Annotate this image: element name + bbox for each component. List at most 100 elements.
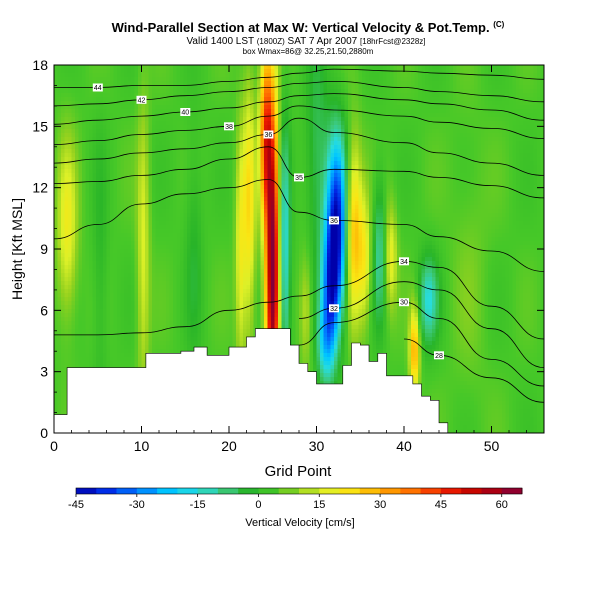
heat-cell	[57, 289, 62, 294]
heat-cell	[92, 129, 97, 134]
heat-cell	[134, 145, 139, 150]
heat-cell	[166, 201, 171, 206]
heat-cell	[169, 193, 174, 198]
heat-cell	[222, 177, 227, 182]
heat-cell	[215, 161, 220, 166]
heat-cell	[127, 121, 132, 126]
heat-cell	[215, 77, 220, 82]
heat-cell	[148, 281, 153, 286]
heat-cell	[78, 181, 83, 186]
heat-cell	[197, 213, 202, 218]
heat-cell	[75, 281, 80, 286]
heat-cell	[96, 217, 101, 222]
heat-cell	[71, 233, 76, 238]
heat-cell	[229, 197, 234, 202]
heat-cell	[208, 349, 213, 354]
heat-cell	[232, 193, 237, 198]
heat-cell	[71, 273, 76, 278]
heat-cell	[232, 321, 237, 326]
heat-cell	[159, 73, 164, 78]
heat-cell	[85, 253, 90, 258]
heat-cell	[155, 169, 160, 174]
heat-cell	[124, 249, 129, 254]
heat-cell	[218, 181, 223, 186]
heat-cell	[54, 337, 59, 342]
heat-cell	[229, 337, 234, 342]
heat-cell	[173, 181, 178, 186]
heat-cell	[117, 265, 122, 270]
heat-cell	[218, 113, 223, 118]
heat-cell	[155, 289, 160, 294]
heat-cell	[204, 265, 209, 270]
heat-cell	[124, 141, 129, 146]
heat-cell	[92, 321, 97, 326]
heat-cell	[57, 153, 62, 158]
heat-cell	[145, 121, 150, 126]
heat-cell	[218, 137, 223, 142]
heat-cell	[148, 125, 153, 130]
heat-cell	[208, 281, 213, 286]
heat-cell	[103, 341, 108, 346]
heat-cell	[173, 201, 178, 206]
heat-cell	[194, 209, 199, 214]
heat-cell	[113, 225, 118, 230]
heat-cell	[96, 145, 101, 150]
heat-cell	[127, 269, 132, 274]
heat-cell	[176, 249, 181, 254]
heat-cell	[110, 69, 115, 74]
heat-cell	[120, 309, 125, 314]
heat-cell	[117, 353, 122, 358]
heat-cell	[218, 345, 223, 350]
heat-cell	[117, 69, 122, 74]
heat-cell	[159, 253, 164, 258]
heat-cell	[229, 141, 234, 146]
heat-cell	[120, 201, 125, 206]
heat-cell	[134, 77, 139, 82]
heat-cell	[152, 337, 157, 342]
heat-cell	[75, 189, 80, 194]
heat-cell	[99, 109, 104, 114]
heat-cell	[120, 261, 125, 266]
heat-cell	[127, 197, 132, 202]
heat-cell	[134, 225, 139, 230]
heat-cell	[78, 361, 83, 366]
heat-cell	[85, 217, 90, 222]
heat-cell	[180, 325, 185, 330]
heat-cell	[103, 297, 108, 302]
heat-cell	[145, 209, 150, 214]
heat-cell	[183, 301, 188, 306]
heat-cell	[162, 145, 167, 150]
heat-cell	[155, 217, 160, 222]
heat-cell	[57, 157, 62, 162]
heat-cell	[71, 321, 76, 326]
heat-cell	[124, 69, 129, 74]
heat-cell	[64, 385, 69, 390]
heat-cell	[211, 105, 216, 110]
heat-cell	[85, 169, 90, 174]
heat-cell	[124, 285, 129, 290]
heat-cell	[85, 341, 90, 346]
heat-cell	[103, 229, 108, 234]
heat-cell	[239, 197, 244, 202]
heat-cell	[141, 273, 146, 278]
heat-cell	[61, 273, 66, 278]
heat-cell	[78, 137, 83, 142]
heat-cell	[176, 149, 181, 154]
heat-cell	[201, 129, 206, 134]
heat-cell	[159, 221, 164, 226]
heat-cell	[183, 229, 188, 234]
heat-cell	[131, 121, 136, 126]
heat-cell	[54, 253, 59, 258]
heat-cell	[117, 97, 122, 102]
heat-cell	[187, 121, 192, 126]
heat-cell	[106, 97, 111, 102]
heat-cell	[180, 69, 185, 74]
heat-cell	[211, 313, 216, 318]
heat-cell	[222, 85, 227, 90]
heat-cell	[85, 93, 90, 98]
heat-cell	[106, 237, 111, 242]
heat-cell	[225, 277, 230, 282]
heat-cell	[78, 73, 83, 78]
heat-cell	[236, 229, 241, 234]
heat-cell	[85, 129, 90, 134]
